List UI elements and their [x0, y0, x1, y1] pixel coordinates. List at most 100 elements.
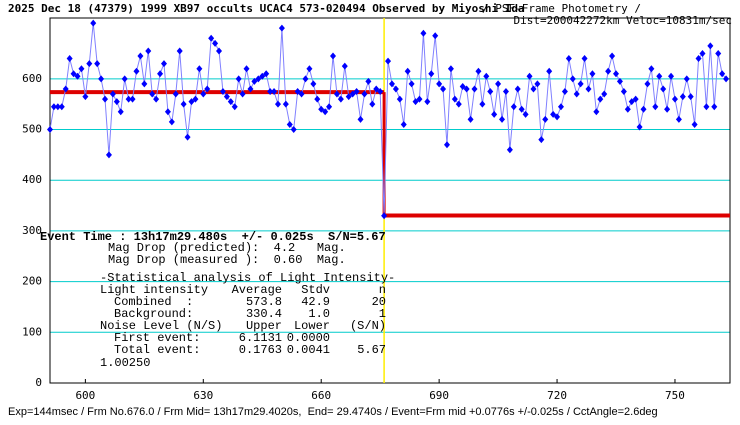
footnote: 1.00250 — [100, 356, 150, 370]
data-point — [683, 75, 690, 83]
data-point — [50, 103, 57, 111]
data-point — [440, 85, 447, 93]
data-point — [420, 29, 427, 37]
x-tick-label: 750 — [665, 389, 685, 402]
data-point — [475, 67, 482, 75]
data-point — [208, 34, 215, 42]
data-point — [471, 85, 478, 93]
data-point — [443, 141, 450, 149]
y-tick-label: 100 — [22, 325, 42, 338]
data-point — [219, 88, 226, 96]
data-point — [699, 49, 706, 57]
data-point — [715, 49, 722, 57]
data-point — [593, 108, 600, 116]
data-point — [624, 105, 631, 113]
data-point — [510, 103, 517, 111]
data-point — [306, 65, 313, 73]
data-point — [491, 110, 498, 118]
data-point — [557, 103, 564, 111]
data-point — [369, 100, 376, 108]
data-point — [137, 52, 144, 60]
data-point — [149, 90, 156, 98]
data-point — [668, 72, 675, 80]
series-line — [49, 23, 727, 216]
subtitle: Dist=200042272km Veloc=10831m/sec — [513, 14, 732, 27]
data-point — [223, 93, 230, 101]
data-point — [78, 65, 85, 73]
data-point — [675, 115, 682, 123]
data-point — [294, 88, 301, 96]
data-point — [239, 90, 246, 98]
data-point — [455, 100, 462, 108]
data-point — [168, 118, 175, 126]
data-point — [652, 103, 659, 111]
y-tick-label: 200 — [22, 275, 42, 288]
data-point — [487, 88, 494, 96]
data-point — [628, 98, 635, 106]
data-point — [656, 72, 663, 80]
data-point — [251, 77, 258, 85]
data-point — [707, 42, 714, 50]
subtitle: / PSF-Frame Photometry / — [482, 2, 641, 15]
data-point — [601, 90, 608, 98]
data-point — [373, 85, 380, 93]
stats-cell: 20 — [372, 295, 386, 309]
data-point — [392, 85, 399, 93]
data-point — [90, 19, 97, 27]
data-point — [121, 75, 128, 83]
data-point — [436, 80, 443, 88]
data-point — [180, 100, 187, 108]
noise-header: Noise Level (N/S) — [100, 319, 222, 333]
y-tick-label: 500 — [22, 123, 42, 136]
data-point — [109, 90, 116, 98]
annotation: Mag Drop (measured ): 0.60 Mag. — [108, 253, 346, 267]
data-point — [664, 105, 671, 113]
data-point — [86, 60, 93, 68]
data-point — [581, 55, 588, 63]
data-point — [322, 108, 329, 116]
data-point — [636, 123, 643, 131]
data-point — [361, 90, 368, 98]
data-point — [385, 57, 392, 65]
caption: Exp=144msec / Frm No.676.0 / Frm Mid= 13… — [8, 406, 658, 418]
data-point — [212, 39, 219, 47]
noise-cell: Total event: — [114, 343, 200, 357]
data-point — [267, 88, 274, 96]
data-point — [314, 95, 321, 103]
data-point — [47, 126, 53, 134]
data-point — [82, 93, 89, 101]
data-point — [506, 146, 513, 154]
data-point — [695, 55, 702, 63]
data-point — [337, 95, 344, 103]
data-point — [432, 32, 439, 40]
data-point — [412, 98, 419, 106]
data-point — [105, 151, 112, 159]
data-point — [243, 65, 250, 73]
data-point — [530, 85, 537, 93]
data-point — [640, 105, 647, 113]
data-point — [499, 115, 506, 123]
noise-cell: 5.67 — [357, 343, 386, 357]
data-point — [200, 90, 207, 98]
data-point — [113, 98, 120, 106]
data-point — [263, 70, 270, 78]
data-point — [467, 115, 474, 123]
data-point — [247, 85, 254, 93]
data-point — [302, 75, 309, 83]
data-point — [74, 72, 81, 80]
data-point — [377, 88, 384, 96]
data-point — [330, 52, 337, 60]
data-point — [192, 95, 199, 103]
data-point — [573, 90, 580, 98]
data-point — [125, 95, 132, 103]
data-point — [145, 47, 152, 55]
data-point — [157, 70, 164, 78]
y-tick-label: 400 — [22, 173, 42, 186]
data-point — [616, 77, 623, 85]
data-point — [447, 65, 454, 73]
x-tick-label: 630 — [193, 389, 213, 402]
data-point — [723, 75, 730, 83]
stats-cell: 330.4 — [246, 307, 282, 321]
data-point — [326, 103, 333, 111]
